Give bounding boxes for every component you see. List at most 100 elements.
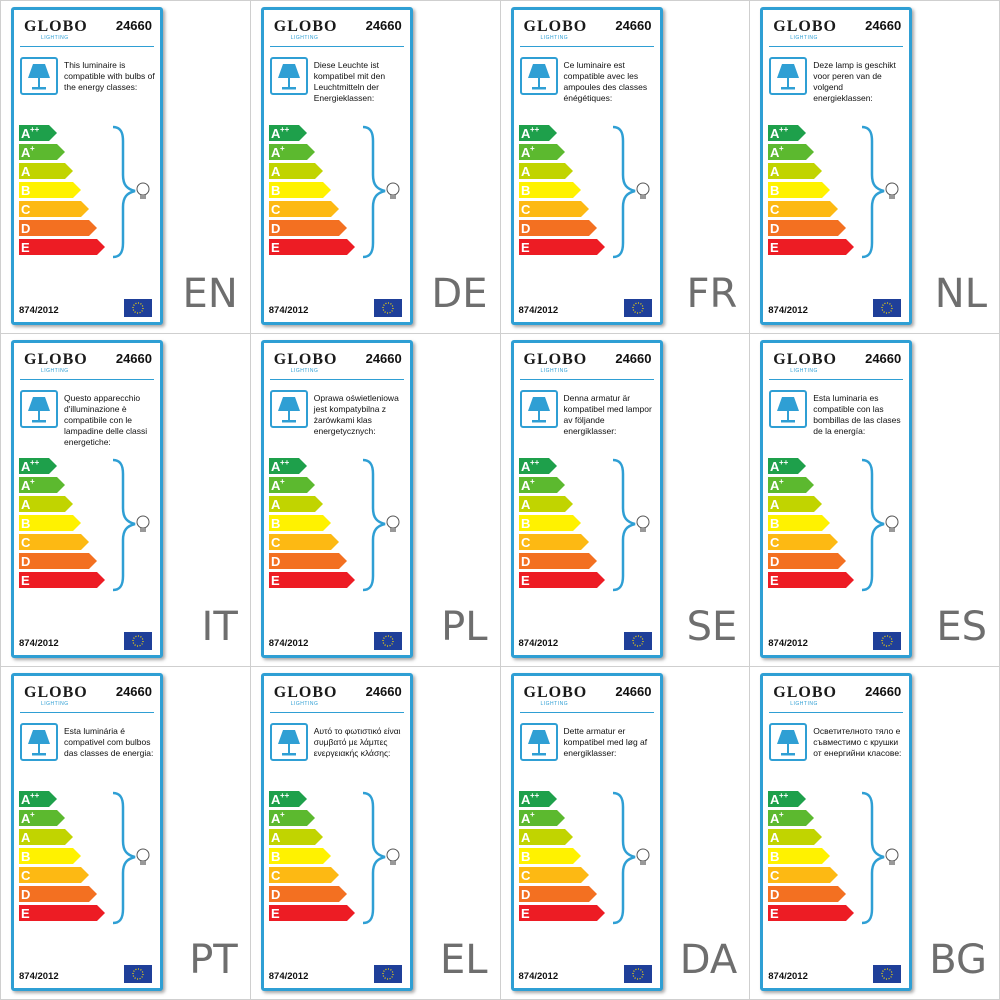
brand-subtitle: LIGHTING <box>540 368 569 374</box>
brand-subtitle: LIGHTING <box>290 35 319 41</box>
energy-class-letter: A <box>271 830 281 845</box>
energy-class-letter: C <box>271 202 281 217</box>
energy-class-c: C <box>518 534 589 550</box>
curly-brace <box>112 125 136 259</box>
lamp-icon <box>769 723 808 761</box>
energy-class-letter: D <box>521 887 530 902</box>
brand-logo: GLOBO <box>273 684 338 701</box>
energy-class-letter: E <box>271 906 280 921</box>
energy-label-card: GLOBO LIGHTING 24660 Esta luminaria es c… <box>760 340 913 658</box>
energy-class-b: B <box>19 182 81 198</box>
energy-class-letter: E <box>521 240 530 255</box>
lamp-icon <box>269 723 308 761</box>
energy-class-a1plus: A + <box>19 810 65 826</box>
energy-class-plus: ++ <box>30 458 40 467</box>
language-code: EL <box>439 937 488 983</box>
energy-class-a1plus: A + <box>768 144 815 160</box>
label-cell-de: GLOBO LIGHTING 24660 Diese Leuchte ist k… <box>250 1 501 334</box>
energy-class-e: E <box>19 572 105 588</box>
light-bulb-icon <box>136 182 150 199</box>
label-cell-fr: GLOBO LIGHTING 24660 Ce luminaire est co… <box>500 1 751 334</box>
light-bulb-icon <box>386 515 400 532</box>
energy-class-letter: C <box>271 535 281 550</box>
brand-subtitle: LIGHTING <box>290 701 319 707</box>
energy-class-a: A <box>518 163 573 179</box>
energy-class-plus: ++ <box>779 125 789 134</box>
brand-logo: GLOBO <box>523 684 588 701</box>
eu-flag-icon <box>623 965 652 983</box>
compatibility-text: Questo apparecchio d'illuminazione è com… <box>64 393 148 447</box>
energy-class-letter: B <box>521 849 530 864</box>
energy-label-card: GLOBO LIGHTING 24660 Diese Leuchte ist k… <box>260 7 413 325</box>
curly-brace <box>612 458 635 592</box>
label-cell-pt: GLOBO LIGHTING 24660 Esta luminária é co… <box>1 667 251 1000</box>
compatibility-text: Oprawa oświetleniowa jest kompatybilna z… <box>313 393 399 436</box>
energy-class-letter: A <box>271 145 281 160</box>
energy-label-card: GLOBO LIGHTING 24660 Ce luminaire est co… <box>510 7 663 325</box>
energy-class-plus: + <box>30 477 35 486</box>
energy-class-letter: C <box>521 202 531 217</box>
compatibility-text: Deze lamp is geschikt voor peren van de … <box>813 60 896 103</box>
energy-class-b: B <box>268 848 331 864</box>
brand-logo: GLOBO <box>773 351 837 368</box>
compatibility-text: Diese Leuchte ist kompatibel mit den Leu… <box>313 60 386 103</box>
energy-class-letter: A <box>21 478 31 493</box>
energy-class-a: A <box>19 163 73 179</box>
energy-class-plus: ++ <box>530 458 540 467</box>
energy-class-d: D <box>768 886 847 902</box>
light-bulb-icon <box>885 182 899 199</box>
energy-class-letter: A <box>521 792 531 807</box>
language-code: BG <box>929 937 987 983</box>
energy-class-letter: A <box>21 459 31 474</box>
brand-logo: GLOBO <box>24 684 88 701</box>
energy-class-letter: B <box>521 516 530 531</box>
energy-class-plus: ++ <box>280 125 290 134</box>
model-number: 24660 <box>115 684 152 699</box>
eu-flag-icon <box>873 632 902 650</box>
energy-class-scale: A ++ A + A B C D E <box>19 125 159 265</box>
header-divider <box>769 379 904 380</box>
model-number: 24660 <box>115 18 152 33</box>
curly-brace <box>862 125 885 259</box>
energy-class-c: C <box>268 867 339 883</box>
brand-logo: GLOBO <box>773 18 837 35</box>
header-divider <box>269 379 404 380</box>
regulation-number: 874/2012 <box>268 638 309 649</box>
energy-class-scale: A ++ A + A B C D E <box>268 791 409 931</box>
header-divider <box>769 46 904 47</box>
energy-class-d: D <box>268 553 347 569</box>
energy-class-letter: A <box>770 478 780 493</box>
model-number: 24660 <box>615 684 652 699</box>
eu-flag-icon <box>873 299 902 317</box>
energy-class-a: A <box>768 829 823 845</box>
energy-label-card: GLOBO LIGHTING 24660 Denna armatur är ko… <box>510 340 663 658</box>
energy-class-letter: B <box>521 183 530 198</box>
energy-class-plus: + <box>530 810 535 819</box>
energy-class-letter: A <box>770 792 780 807</box>
eu-flag-icon <box>373 632 402 650</box>
energy-class-a1plus: A + <box>518 477 565 493</box>
energy-class-c: C <box>768 867 839 883</box>
header-divider <box>269 712 404 713</box>
energy-class-scale: A ++ A + A B C D E <box>768 458 908 598</box>
energy-class-b: B <box>19 515 81 531</box>
energy-class-letter: A <box>770 459 780 474</box>
energy-class-letter: A <box>521 497 531 512</box>
compatibility-text: This luminaire is compatible with bulbs … <box>64 60 155 92</box>
energy-class-e: E <box>768 572 855 588</box>
energy-class-letter: B <box>271 516 280 531</box>
energy-class-letter: A <box>271 811 281 826</box>
energy-class-letter: B <box>21 849 30 864</box>
energy-class-letter: A <box>770 830 780 845</box>
energy-class-b: B <box>518 182 581 198</box>
energy-class-letter: A <box>770 811 780 826</box>
header-divider <box>20 712 154 713</box>
label-cell-it: GLOBO LIGHTING 24660 Questo apparecchio … <box>1 334 251 667</box>
model-number: 24660 <box>615 351 652 366</box>
